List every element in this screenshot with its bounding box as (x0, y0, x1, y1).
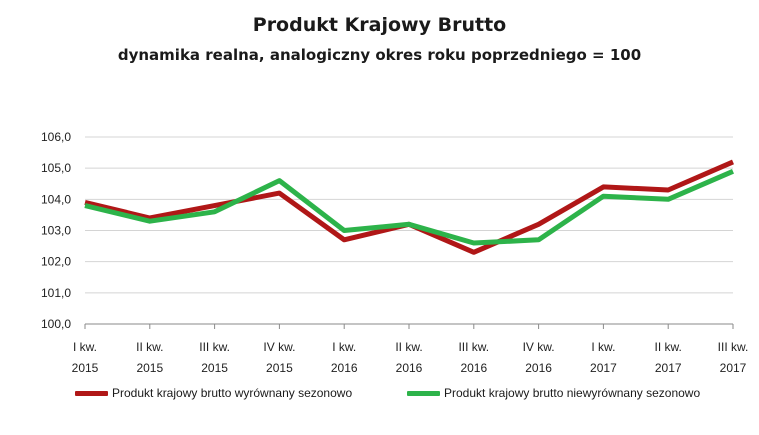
legend-item-not-seasonally-adjusted: Produkt krajowy brutto niewyrównany sezo… (407, 386, 700, 400)
legend-item-seasonally-adjusted: Produkt krajowy brutto wyrównany sezonow… (75, 386, 352, 400)
y-tick-label: 106,0 (41, 130, 71, 144)
legend-swatch-not-seasonally-adjusted (407, 390, 440, 396)
y-tick-label: 105,0 (41, 161, 71, 175)
x-tick-label-year: 2015 (266, 361, 293, 375)
x-tick-label-year: 2016 (396, 361, 423, 375)
y-tick-label: 104,0 (41, 192, 71, 206)
legend-swatch-seasonally-adjusted (75, 390, 108, 396)
x-tick-label-year: 2016 (525, 361, 552, 375)
x-tick-label-quarter: III kw. (718, 340, 749, 354)
legend-label-seasonally-adjusted: Produkt krajowy brutto wyrównany sezonow… (112, 386, 353, 400)
chart-title: Produkt Krajowy Brutto (252, 14, 507, 36)
x-tick-label-year: 2015 (136, 361, 163, 375)
x-tick-label-quarter: III kw. (458, 340, 489, 354)
legend-label-not-seasonally-adjusted: Produkt krajowy brutto niewyrównany sezo… (444, 386, 701, 400)
x-tick-label-year: 2015 (201, 361, 228, 375)
x-tick-label-quarter: I kw. (332, 340, 356, 354)
x-tick-label-year: 2017 (720, 361, 747, 375)
x-tick-label-quarter: II kw. (395, 340, 422, 354)
chart-subtitle: dynamika realna, analogiczny okres roku … (117, 46, 642, 64)
x-tick-label-year: 2017 (590, 361, 617, 375)
y-tick-label: 101,0 (41, 286, 71, 300)
y-tick-label: 102,0 (41, 255, 71, 269)
x-tick-label-quarter: I kw. (591, 340, 615, 354)
x-tick-label-year: 2016 (460, 361, 487, 375)
x-tick-label-year: 2016 (331, 361, 358, 375)
x-tick-label-quarter: II kw. (136, 340, 163, 354)
y-tick-label: 103,0 (41, 224, 71, 238)
x-tick-label-quarter: I kw. (73, 340, 97, 354)
x-tick-label-year: 2017 (655, 361, 682, 375)
x-tick-label-quarter: IV kw. (263, 340, 295, 354)
x-tick-label-year: 2015 (72, 361, 99, 375)
x-tick-label-quarter: IV kw. (523, 340, 555, 354)
series-line-seasonally-adjusted (84, 159, 734, 255)
x-tick-label-quarter: III kw. (199, 340, 230, 354)
y-tick-label: 100,0 (41, 317, 71, 331)
x-tick-label-quarter: II kw. (655, 340, 682, 354)
series-line-not-seasonally-adjusted (84, 169, 734, 246)
